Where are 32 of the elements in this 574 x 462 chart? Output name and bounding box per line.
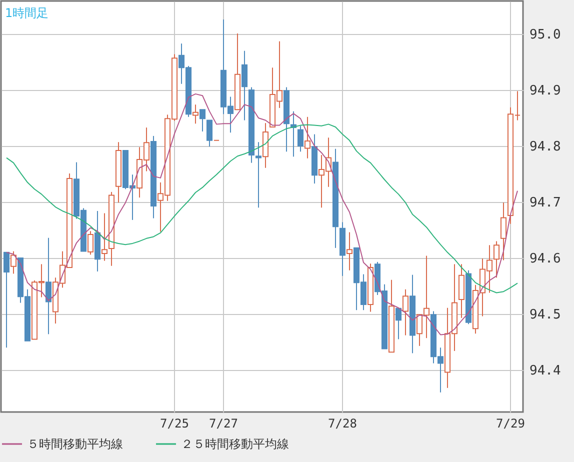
- x-tick-label: 7/27: [209, 416, 238, 430]
- candlestick: [192, 104, 199, 124]
- candlestick: [241, 50, 248, 121]
- legend-label: ２５時間移動平均線: [181, 437, 289, 451]
- candlestick: [206, 120, 213, 148]
- x-tick-label: 7/25: [160, 416, 189, 430]
- legend-label: ５時間移動平均線: [27, 437, 123, 451]
- candlestick: [395, 308, 402, 340]
- candlestick: [45, 237, 52, 335]
- candlestick: [255, 142, 262, 208]
- y-tick-label: 94.8: [530, 140, 561, 155]
- candlestick: [500, 202, 507, 261]
- candlestick: [87, 230, 94, 256]
- x-tick-label: 7/29: [496, 416, 525, 430]
- candlestick: [402, 288, 409, 336]
- y-tick-label: 94.9: [530, 84, 561, 99]
- y-tick-label: 95.0: [530, 28, 561, 43]
- y-tick-label: 94.4: [530, 364, 561, 379]
- x-tick-label: 7/28: [328, 416, 357, 430]
- candlestick: [199, 109, 206, 132]
- chart-title: 1時間足: [5, 6, 49, 20]
- candlestick: [297, 125, 304, 152]
- y-tick-label: 94.7: [530, 196, 561, 211]
- candlestick: [304, 116, 311, 159]
- candlestick: [493, 240, 500, 278]
- candlestick: [346, 232, 353, 271]
- candlestick: [101, 212, 108, 262]
- candlestick: [3, 252, 10, 348]
- candlestick: [10, 250, 17, 274]
- line-series: [6, 124, 518, 294]
- y-tick-label: 94.5: [530, 308, 561, 323]
- y-tick-label: 94.6: [530, 252, 561, 267]
